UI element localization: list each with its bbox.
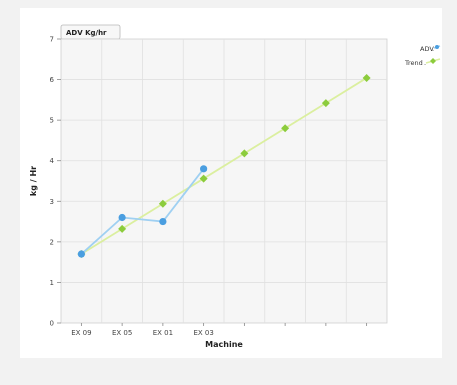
data-point-trend[interactable] <box>321 99 330 108</box>
legend-label-dots-adv: . <box>432 45 434 53</box>
x-axis-title: Machine <box>205 340 243 349</box>
data-point-trend[interactable] <box>158 199 167 208</box>
data-point-trend[interactable] <box>362 73 371 82</box>
legend-marker-adv <box>435 45 439 49</box>
series-line-trend <box>80 77 368 255</box>
x-tick-label: EX 05 <box>112 329 132 337</box>
legend-label-trend: Trend <box>404 59 423 67</box>
data-point-trend[interactable] <box>240 149 249 158</box>
y-tick-label: 5 <box>50 117 54 125</box>
data-point-adv[interactable] <box>200 165 208 173</box>
legend-label-dots-trend: . <box>424 59 426 67</box>
legend-marker-trend <box>430 58 436 64</box>
x-tick-label: EX 09 <box>71 329 91 337</box>
y-tick-label: 2 <box>50 238 54 246</box>
y-tick-label: 0 <box>50 320 54 328</box>
data-point-trend[interactable] <box>281 124 290 133</box>
data-point-adv[interactable] <box>77 250 85 258</box>
data-point-trend[interactable] <box>118 224 127 233</box>
chart-tab-label[interactable]: ADV Kg/hr <box>66 29 107 37</box>
y-tick-label: 7 <box>50 36 54 44</box>
line-chart: ADV Kg/hr 0 1 2 3 4 5 6 7 EX 09 EX 05 EX 01 EX 03 M… <box>29 24 441 349</box>
y-tick-label: 6 <box>50 76 55 84</box>
y-tick-label: 1 <box>50 279 54 287</box>
chart-card: ADV Kg/hr 0 1 2 3 4 5 6 7 EX 09 EX 05 EX 01 EX 03 M… <box>20 8 442 358</box>
x-tick-label: EX 01 <box>153 329 173 337</box>
legend: ADV . Trend . <box>404 45 441 67</box>
y-axis-title: kg / Hr <box>29 166 38 196</box>
data-point-adv[interactable] <box>159 217 167 226</box>
series-line-adv <box>80 168 205 255</box>
data-point-adv[interactable] <box>118 213 126 222</box>
x-tick-label: EX 03 <box>193 329 213 337</box>
data-point-trend[interactable] <box>199 174 208 183</box>
y-tick-label: 3 <box>50 198 54 206</box>
y-tick-label: 4 <box>50 157 55 165</box>
legend-label-adv: ADV <box>420 45 434 53</box>
